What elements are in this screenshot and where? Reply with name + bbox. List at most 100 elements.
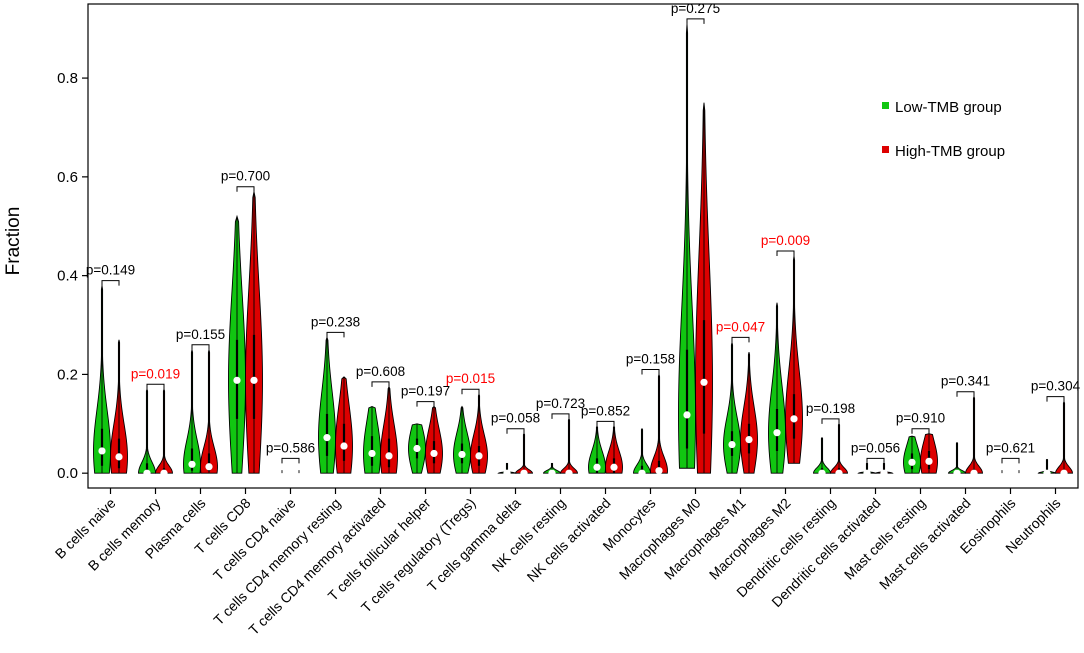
violin-median-high-dendritic-cells-resting [835,469,843,477]
y-axis-title: Fraction [3,207,24,276]
y-tick-label: 0.4 [57,268,78,285]
violin-group-t-cells-regulatory-tregs [453,392,488,474]
p-value-bracket-dendritic-cells-resting [821,418,840,424]
p-value-eosinophils: p=0.621 [986,440,1035,455]
violin-group-t-cells-cd4-memory-activated [363,385,398,474]
violin-median-low-b-cells-naive [98,447,106,455]
p-value-t-cells-regulatory-tregs: p=0.015 [446,371,495,386]
p-value-bracket-macrophages-m1 [731,336,750,343]
violin-group-t-cells-cd4-memory-resting [318,335,353,474]
violin-median-high-t-cells-cd4-memory-resting [340,442,348,450]
violin-median-low-t-cells-cd8 [233,376,241,384]
violin-median-high-t-cells-follicular-helper [430,449,438,458]
violin-median-high-monocytes [655,467,663,475]
p-value-neutrophils: p=0.304 [1031,379,1081,394]
violin-median-high-b-cells-memory [160,469,168,477]
p-value-dendritic-cells-activated: p=0.056 [851,440,900,455]
category-label-macrophages-m0: Macrophages M0 [616,495,704,583]
p-value-bracket-eosinophils [1001,457,1020,464]
y-tick-label: 0.2 [57,366,78,383]
violin-group-t-cells-cd4-naive [281,470,300,474]
category-label-macrophages-m2: Macrophages M2 [706,495,794,583]
violin-group-t-cells-cd8 [228,191,263,474]
violin-median-high-b-cells-naive [115,453,123,461]
violin-median-high-t-cells-gamma-delta [520,469,528,477]
category-label-t-cells-cd4-naive: T cells CD4 naive [210,495,299,584]
violin-median-low-mast-cells-activated [953,469,961,477]
violin-median-low-neutrophils [1043,469,1051,477]
violin-median-low-dendritic-cells-activated [863,469,871,477]
p-value-bracket-t-cells-cd4-memory-resting [326,331,345,338]
violin-group-neutrophils [1037,400,1074,477]
p-value-bracket-mast-cells-resting [911,428,930,434]
p-value-b-cells-naive: p=0.149 [86,263,135,278]
p-value-dendritic-cells-resting: p=0.198 [806,401,855,416]
violin-median-high-macrophages-m0 [700,378,708,386]
p-value-bracket-nk-cells-resting [551,413,570,419]
p-value-t-cells-cd4-memory-resting: p=0.238 [311,314,360,329]
violin-median-high-t-cells-cd8 [250,376,258,384]
violin-group-eosinophils [1001,470,1020,474]
violin-median-low-t-cells-follicular-helper [413,444,421,453]
violin-median-low-t-cells-cd4-memory-activated [368,449,376,458]
violin-median-high-dendritic-cells-activated [880,469,888,477]
p-value-t-cells-cd4-naive: p=0.586 [266,440,315,455]
category-label-mast-cells-resting: Mast cells resting [841,495,929,583]
p-value-nk-cells-activated: p=0.852 [581,403,630,418]
p-value-plasma-cells: p=0.155 [176,327,225,342]
p-value-bracket-neutrophils [1046,396,1065,402]
violin-median-low-macrophages-m0 [683,411,691,419]
y-tick-label: 0.6 [57,169,78,186]
p-value-t-cells-cd4-memory-activated: p=0.608 [356,364,405,379]
p-value-mast-cells-activated: p=0.341 [941,374,990,389]
violin-group-macrophages-m2 [768,255,803,474]
violin-group-t-cells-gamma-delta [497,432,534,477]
p-value-monocytes: p=0.158 [626,351,675,366]
violin-group-nk-cells-resting [543,417,579,477]
p-value-macrophages-m1: p=0.047 [716,319,765,334]
p-value-bracket-t-cells-cd4-naive [281,457,300,464]
violin-group-dendritic-cells-resting [812,422,849,477]
p-value-mast-cells-resting: p=0.910 [896,411,945,426]
category-label-nk-cells-activated: NK cells activated [524,495,614,585]
violin-median-low-plasma-cells [188,460,196,468]
violin-median-low-nk-cells-resting [548,469,556,477]
violin-median-low-b-cells-memory [143,469,151,477]
violin-median-high-neutrophils [1060,469,1068,477]
p-value-b-cells-memory: p=0.019 [131,366,180,381]
violin-group-b-cells-memory [138,387,174,477]
violin-group-b-cells-naive [93,285,128,474]
violin-median-low-t-cells-cd4-memory-resting [323,434,331,442]
violin-median-high-macrophages-m2 [790,415,798,423]
p-value-bracket-macrophages-m2 [776,250,795,256]
violin-median-low-macrophages-m2 [773,429,781,437]
violin-group-mast-cells-activated [947,395,984,477]
violin-group-macrophages-m1 [723,342,758,474]
legend-swatch-high-tmb [882,146,889,153]
violin-group-plasma-cells [183,349,218,474]
y-axis: 0.0 0.2 0.4 0.6 0.8 [57,70,88,482]
p-value-bracket-dendritic-cells-activated [866,457,885,464]
p-value-bracket-nk-cells-activated [596,420,615,427]
violin-median-high-macrophages-m1 [745,436,753,444]
violin-median-high-t-cells-regulatory-tregs [475,452,483,460]
violin-median-low-mast-cells-resting [908,458,916,466]
y-tick-label: 0.0 [57,465,78,482]
violin-median-high-nk-cells-resting [565,469,573,477]
p-value-bracket-t-cells-regulatory-tregs [461,388,480,395]
violin-median-low-dendritic-cells-resting [818,469,826,477]
p-value-bracket-b-cells-memory [146,383,165,390]
p-value-t-cells-follicular-helper: p=0.197 [401,384,450,399]
p-value-bracket-plasma-cells [191,344,210,350]
violin-group-monocytes [633,372,668,477]
p-value-t-cells-gamma-delta: p=0.058 [491,411,540,426]
p-value-bracket-b-cells-naive [101,280,120,286]
p-value-macrophages-m0: p=0.275 [671,1,720,16]
y-tick-label: 0.8 [57,70,78,87]
p-value-nk-cells-resting: p=0.723 [536,396,585,411]
violin-median-low-macrophages-m1 [728,440,736,449]
p-value-macrophages-m2: p=0.009 [761,233,810,248]
category-label-macrophages-m1: Macrophages M1 [661,495,749,583]
